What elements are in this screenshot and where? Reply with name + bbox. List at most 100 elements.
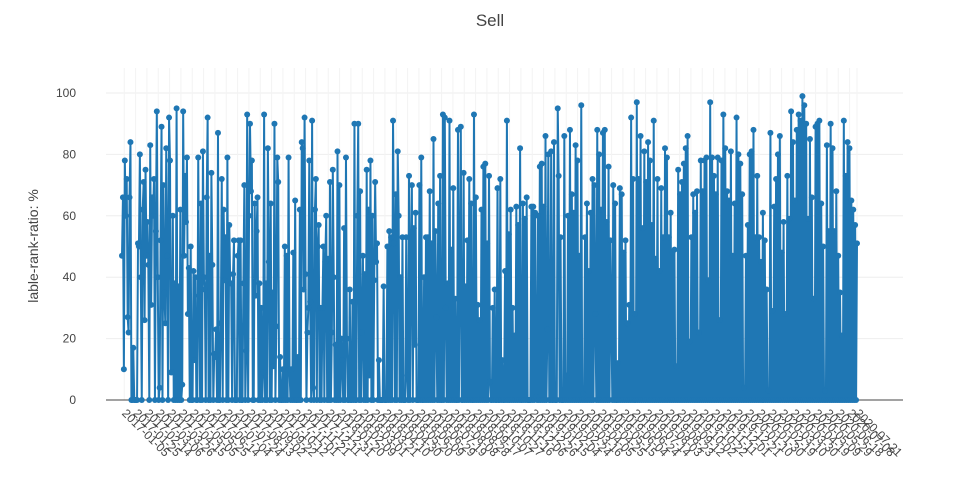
data-point (710, 172, 717, 179)
data-point (343, 335, 350, 342)
data-point (786, 215, 793, 222)
data-point (363, 166, 370, 173)
series-line (121, 95, 858, 401)
data-point (448, 246, 455, 253)
data-point (733, 114, 740, 121)
data-point (626, 301, 633, 308)
data-point (763, 286, 770, 293)
data-point (643, 179, 650, 186)
data-point (151, 175, 157, 182)
data-point (616, 185, 623, 192)
data-point (139, 206, 146, 213)
data-point (390, 117, 397, 124)
data-point (718, 157, 725, 164)
data-point (165, 397, 172, 403)
data-point (302, 271, 309, 278)
data-point (497, 175, 504, 182)
data-point (251, 200, 258, 207)
data-point (580, 390, 587, 397)
data-point (160, 182, 167, 189)
y-tick-label: 40 (63, 270, 77, 284)
data-point (262, 280, 269, 287)
data-point (164, 252, 171, 259)
data-point (269, 289, 276, 296)
data-point (759, 209, 766, 216)
data-point (334, 148, 341, 155)
data-point (145, 261, 152, 268)
data-point (119, 194, 126, 201)
data-point (240, 280, 247, 287)
data-point (550, 139, 557, 146)
data-point (774, 151, 781, 158)
data-point (837, 289, 844, 296)
data-point (432, 228, 439, 235)
data-point (583, 200, 590, 207)
data-point (784, 172, 791, 179)
data-point (185, 264, 192, 271)
data-point (662, 145, 669, 152)
data-point (159, 397, 166, 403)
data-point (199, 148, 206, 155)
data-point (191, 357, 198, 364)
data-point (678, 179, 685, 186)
data-point (660, 234, 667, 241)
data-point (320, 243, 327, 250)
data-point (296, 206, 303, 213)
data-point (224, 154, 231, 161)
data-point (631, 311, 638, 318)
data-point (397, 274, 404, 281)
data-point (842, 172, 849, 179)
data-point (737, 160, 744, 167)
data-point (773, 175, 780, 182)
y-axis-ticks: 0 20 40 60 80 100 (56, 86, 76, 407)
data-point (384, 243, 391, 250)
data-point (673, 363, 680, 370)
data-point (630, 175, 637, 182)
data-point (735, 151, 742, 158)
data-point (421, 274, 428, 281)
data-point (739, 191, 746, 198)
data-point (298, 139, 305, 146)
data-point (359, 252, 366, 259)
data-point (808, 194, 815, 201)
data-point (695, 329, 702, 336)
data-point (252, 292, 259, 299)
data-point (466, 175, 473, 182)
data-point (141, 317, 148, 324)
data-point (652, 255, 659, 262)
data-point (357, 188, 364, 195)
data-point (780, 218, 787, 225)
data-point (285, 154, 292, 161)
data-point (603, 218, 610, 225)
data-point (523, 194, 530, 201)
data-point (254, 194, 261, 201)
data-point (675, 166, 682, 173)
data-point (587, 209, 594, 216)
data-point (326, 179, 333, 186)
data-point (307, 298, 314, 305)
data-point (530, 203, 537, 210)
data-point (561, 132, 568, 139)
data-point (557, 234, 564, 241)
data-point (374, 240, 381, 247)
data-point (641, 148, 648, 155)
data-point (486, 378, 493, 385)
data-point (265, 258, 272, 265)
data-point (366, 372, 373, 379)
data-point (148, 301, 155, 308)
data-point (140, 179, 147, 186)
data-point (361, 271, 368, 278)
data-point (645, 139, 652, 146)
data-point (582, 234, 589, 241)
data-point (712, 191, 719, 198)
data-point (437, 172, 444, 179)
data-point (371, 277, 378, 284)
data-point (468, 200, 475, 207)
data-point (803, 120, 810, 127)
data-point (742, 252, 749, 259)
data-point (592, 311, 599, 318)
data-point (367, 157, 374, 164)
y-tick-label: 60 (63, 209, 77, 223)
data-point (300, 286, 307, 293)
